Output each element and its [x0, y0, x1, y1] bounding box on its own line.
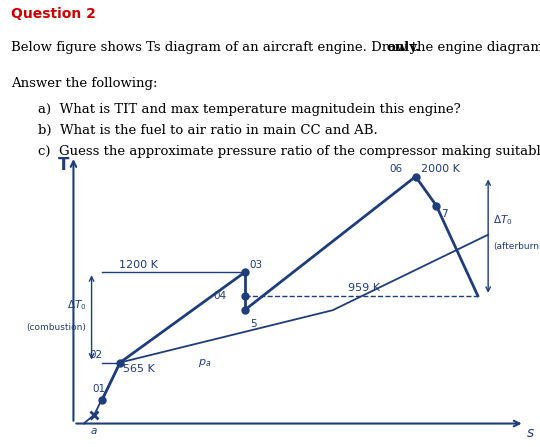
Text: a)  What is TIT and max temperature magnitudein this engine?: a) What is TIT and max temperature magni…	[38, 103, 461, 116]
Text: (afterburning): (afterburning)	[494, 242, 540, 251]
Text: Answer the following:: Answer the following:	[11, 77, 157, 90]
Text: Below figure shows Ts diagram of an aircraft engine. Draw the engine diagram: Below figure shows Ts diagram of an airc…	[11, 41, 540, 54]
Text: $p_a$: $p_a$	[198, 357, 211, 368]
Text: 2000 K: 2000 K	[421, 164, 460, 173]
Text: $\Delta T_0$: $\Delta T_0$	[494, 214, 513, 228]
Text: b)  What is the fuel to air ratio in main CC and AB.: b) What is the fuel to air ratio in main…	[38, 124, 377, 137]
Text: $\Delta T_0$: $\Delta T_0$	[67, 298, 86, 312]
Text: 7: 7	[442, 208, 448, 219]
Text: T: T	[57, 156, 69, 174]
Text: Question 2: Question 2	[11, 7, 96, 21]
Text: (combustion): (combustion)	[26, 323, 86, 332]
Text: a: a	[91, 426, 97, 436]
Text: 5: 5	[249, 319, 256, 329]
Text: 06: 06	[390, 164, 403, 173]
Text: 1200 K: 1200 K	[119, 260, 158, 270]
Text: 02: 02	[89, 350, 102, 359]
Text: 01: 01	[93, 384, 106, 395]
Text: 565 K: 565 K	[123, 364, 154, 374]
Text: 03: 03	[249, 260, 263, 270]
Text: s: s	[527, 426, 534, 440]
Text: c)  Guess the approximate pressure ratio of the compressor making suitable assum: c) Guess the approximate pressure ratio …	[38, 144, 540, 157]
Text: 04: 04	[213, 291, 227, 301]
Text: 959 K: 959 K	[348, 283, 380, 293]
Text: only.: only.	[386, 41, 420, 54]
